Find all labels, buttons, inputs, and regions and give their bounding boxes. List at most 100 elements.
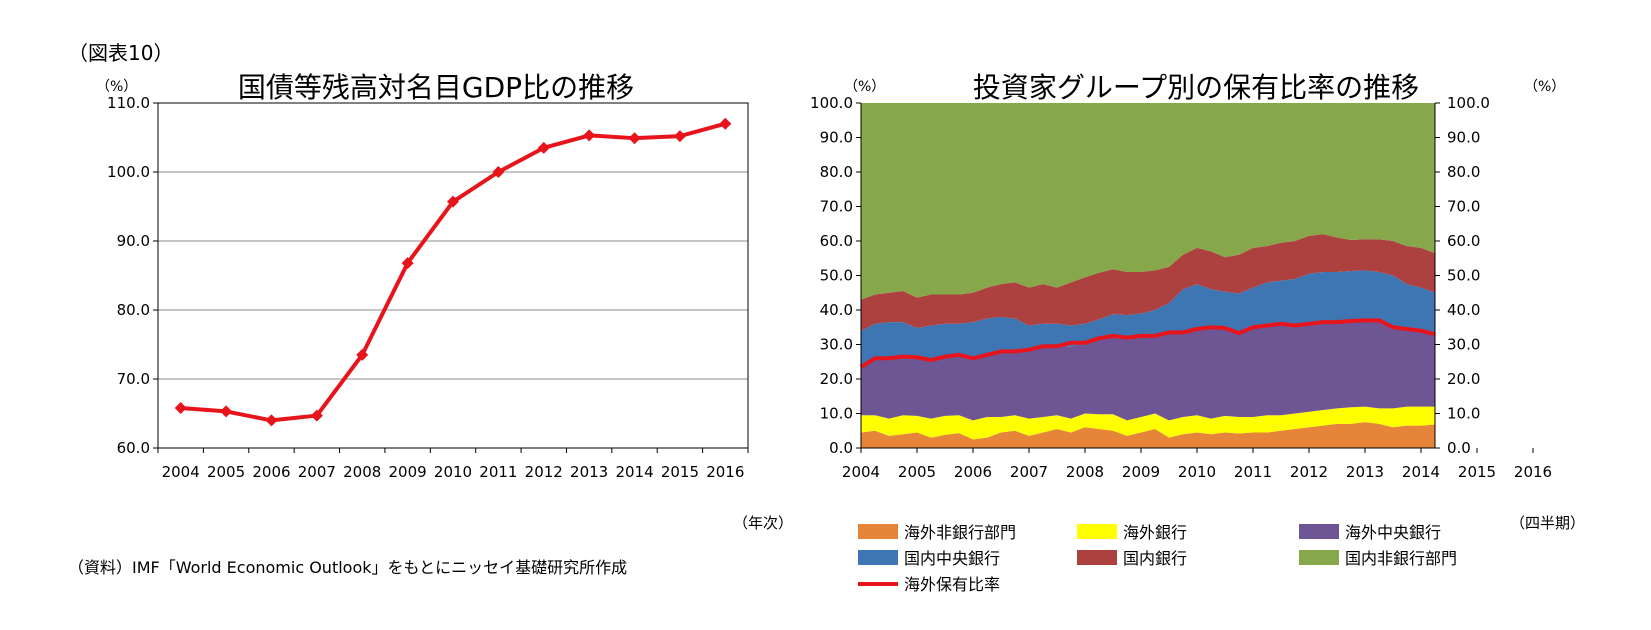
right-chart: （%） （%） 投資家グループ別の保有比率の推移 （四半期） 0.0 10.0 20… — [810, 71, 1585, 594]
left-x-tick-label: 2015 — [661, 463, 699, 481]
left-data-point — [628, 132, 641, 145]
right-x-tick-label: 2005 — [898, 463, 936, 481]
left-x-tick-label: 2011 — [479, 463, 517, 481]
source-note: （資料）IMF「World Economic Outlook」をもとにニッセイ基… — [68, 558, 627, 577]
legend-swatch-国内銀行 — [1077, 550, 1117, 565]
right-y-tick-label-right: 0.0 — [1447, 439, 1471, 457]
legend-label: 海外保有比率 — [904, 575, 1000, 594]
right-y-tick-label-right: 90.0 — [1447, 129, 1480, 147]
left-x-tick-label: 2006 — [252, 463, 290, 481]
right-y-tick-label-left: 40.0 — [820, 301, 853, 319]
left-y-tick-label: 110.0 — [107, 94, 150, 112]
right-y-tick-label-left: 50.0 — [820, 267, 853, 285]
right-x-tick-labels: 2004 2005 2006 2007 2008 2009 2010 2011 2012 2013… — [842, 463, 1552, 481]
left-y-tick-label: 60.0 — [117, 439, 150, 457]
right-overlay-line — [859, 318, 1436, 369]
left-data-point — [220, 405, 233, 418]
left-axes — [153, 102, 749, 453]
right-y-tick-label-left: 0.0 — [829, 439, 853, 457]
right-y-tick-label-right: 10.0 — [1447, 405, 1480, 423]
left-data-point — [356, 348, 369, 361]
left-x-tick-label: 2014 — [615, 463, 653, 481]
left-x-tick-label: 2012 — [525, 463, 563, 481]
right-x-tick-label: 2016 — [1514, 463, 1552, 481]
right-y-tick-label-left: 10.0 — [820, 405, 853, 423]
right-y-unit-left: （%） — [844, 79, 885, 95]
right-y-tick-label-right: 60.0 — [1447, 232, 1480, 250]
right-y-tick-label-left: 30.0 — [820, 336, 853, 354]
right-x-tick-label: 2015 — [1458, 463, 1496, 481]
left-chart: （%） 国債等残高対名目GDP比の推移 （年次） 60.0 70.0 80.0 90.… — [96, 71, 793, 532]
overlay-line-海外保有比率 — [859, 318, 1436, 369]
left-y-tick-label: 100.0 — [107, 163, 150, 181]
area-国内中央銀行 — [861, 270, 1435, 367]
left-y-tick-label: 90.0 — [117, 232, 150, 250]
legend-label: 国内非銀行部門 — [1345, 549, 1457, 568]
left-x-tick-label: 2008 — [343, 463, 381, 481]
right-y-tick-label-right: 50.0 — [1447, 267, 1480, 285]
left-y-tick-label: 80.0 — [117, 301, 150, 319]
right-x-tick-label: 2010 — [1178, 463, 1216, 481]
right-x-tick-label: 2008 — [1066, 463, 1104, 481]
right-y-tick-label-left: 20.0 — [820, 370, 853, 388]
left-x-tick-labels: 2004 2005 2006 2007 2008 2009 2010 2011 2012 2013… — [162, 463, 745, 481]
right-x-tick-label: 2011 — [1234, 463, 1272, 481]
left-x-tick-label: 2004 — [162, 463, 200, 481]
right-x-tick-label: 2012 — [1290, 463, 1328, 481]
left-x-tick-label: 2007 — [298, 463, 336, 481]
right-y-tick-label-left: 90.0 — [820, 129, 853, 147]
right-x-tick-label: 2007 — [1010, 463, 1048, 481]
left-y-tick-labels: 60.0 70.0 80.0 90.0 100.0 110.0 — [107, 94, 150, 457]
right-y-tick-labels-left: 0.0 10.0 20.0 30.0 40.0 50.0 60.0 70.0 80.0 90.0 1… — [810, 94, 853, 457]
right-chart-title: 投資家グループ別の保有比率の推移 — [973, 71, 1419, 104]
area-海外中央銀行 — [861, 319, 1435, 421]
left-data-point — [537, 141, 550, 154]
right-x-tick-label: 2009 — [1122, 463, 1160, 481]
left-x-tick-label: 2005 — [207, 463, 245, 481]
legend-label: 海外中央銀行 — [1345, 523, 1441, 542]
legend-swatch-国内非銀行部門 — [1299, 550, 1339, 565]
right-y-tick-label-right: 70.0 — [1447, 198, 1480, 216]
left-x-tick-label: 2013 — [570, 463, 608, 481]
right-y-tick-label-right: 20.0 — [1447, 370, 1480, 388]
left-series — [174, 117, 732, 427]
right-y-tick-labels-right: 0.0 10.0 20.0 30.0 40.0 50.0 60.0 70.0 80.0 90.0 1… — [1447, 94, 1490, 457]
left-data-point — [174, 401, 187, 414]
legend-swatch-海外中央銀行 — [1299, 524, 1339, 539]
area-海外非銀行部門 — [861, 422, 1435, 448]
legend-label: 国内中央銀行 — [904, 549, 1000, 568]
right-x-tick-label: 2004 — [842, 463, 880, 481]
legend-label: 海外非銀行部門 — [904, 523, 1016, 542]
left-x-tick-label: 2010 — [434, 463, 472, 481]
left-gridlines — [158, 102, 748, 380]
left-data-point — [492, 166, 505, 178]
right-y-tick-label-left: 80.0 — [820, 163, 853, 181]
right-y-tick-label-right: 100.0 — [1447, 94, 1490, 112]
legend-swatch-海外銀行 — [1077, 524, 1117, 539]
legend-swatch-国内中央銀行 — [858, 550, 898, 565]
left-data-point — [447, 195, 459, 208]
left-y-tick-label: 70.0 — [117, 370, 150, 388]
right-y-tick-label-right: 40.0 — [1447, 301, 1480, 319]
legend-swatch-海外非銀行部門 — [858, 524, 898, 539]
right-y-tick-label-right: 80.0 — [1447, 163, 1480, 181]
legend-label: 国内銀行 — [1123, 549, 1187, 568]
left-x-unit: （年次） — [733, 514, 793, 532]
right-y-tick-label-left: 100.0 — [810, 94, 853, 112]
area-海外銀行 — [861, 406, 1435, 440]
legend-label: 海外銀行 — [1123, 523, 1187, 542]
left-plot-frame — [157, 102, 749, 449]
left-y-unit: （%） — [96, 79, 137, 95]
left-data-point — [673, 130, 686, 143]
right-x-tick-label: 2006 — [954, 463, 992, 481]
right-x-tick-label: 2013 — [1346, 463, 1384, 481]
right-y-unit-right: （%） — [1524, 79, 1565, 95]
left-x-tick-label: 2009 — [389, 463, 427, 481]
left-x-tick-label: 2016 — [706, 463, 744, 481]
right-y-tick-label-left: 70.0 — [820, 198, 853, 216]
right-y-tick-label-right: 30.0 — [1447, 336, 1480, 354]
right-stacked-areas — [861, 103, 1435, 448]
